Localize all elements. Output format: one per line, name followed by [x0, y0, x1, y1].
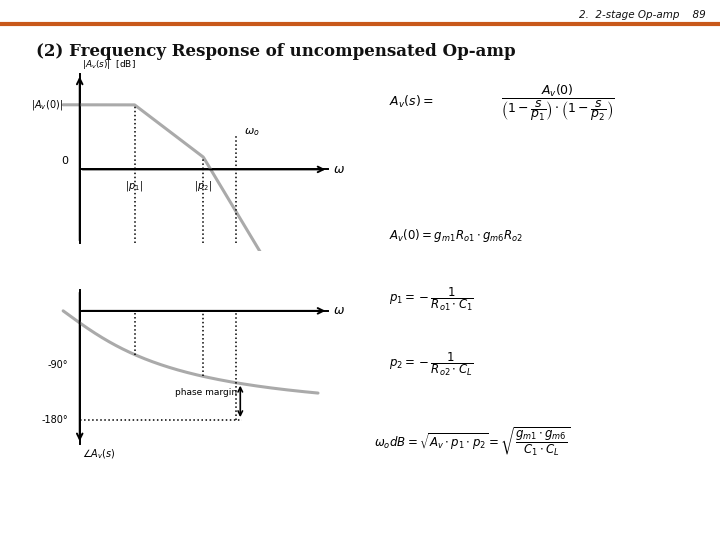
- Text: -90°: -90°: [48, 360, 68, 370]
- Text: $\dfrac{A_v(0)}{\left(1-\dfrac{s}{p_1}\right)\cdot\left(1-\dfrac{s}{p_2}\right)}: $\dfrac{A_v(0)}{\left(1-\dfrac{s}{p_1}\r…: [501, 82, 615, 123]
- Text: 0: 0: [61, 156, 68, 166]
- Text: phase margin: phase margin: [175, 388, 237, 397]
- Text: $\omega_o$: $\omega_o$: [244, 126, 260, 138]
- Text: $A_v(0) = g_{m1}R_{o1}\cdot g_{m6}R_{o2}$: $A_v(0) = g_{m1}R_{o1}\cdot g_{m6}R_{o2}…: [389, 227, 523, 244]
- Text: $\omega_o dB = \sqrt{A_v\cdot p_1\cdot p_2} = \sqrt{\dfrac{g_{m1}\cdot g_{m6}}{C: $\omega_o dB = \sqrt{A_v\cdot p_1\cdot p…: [374, 426, 571, 458]
- Text: $|A_v(0)|$: $|A_v(0)|$: [31, 98, 63, 112]
- Text: $\omega$: $\omega$: [333, 163, 345, 176]
- Text: $|A_v(s)|$  [dB]: $|A_v(s)|$ [dB]: [82, 58, 136, 71]
- Text: $\omega$: $\omega$: [333, 305, 345, 318]
- Text: $\angle A_v(s)$: $\angle A_v(s)$: [82, 447, 116, 461]
- Text: 2.  2-stage Op-amp    89: 2. 2-stage Op-amp 89: [579, 10, 706, 20]
- Text: $|p_2|$: $|p_2|$: [194, 179, 212, 193]
- Text: $p_2 = -\dfrac{1}{R_{o2}\cdot C_L}$: $p_2 = -\dfrac{1}{R_{o2}\cdot C_L}$: [389, 350, 473, 377]
- Text: $A_v(s)=$: $A_v(s)=$: [389, 94, 433, 110]
- Text: (2) Frequency Response of uncompensated Op-amp: (2) Frequency Response of uncompensated …: [36, 43, 516, 60]
- Text: -180°: -180°: [42, 415, 68, 425]
- Text: $|p_1|$: $|p_1|$: [125, 179, 143, 193]
- Text: $p_1 = -\dfrac{1}{R_{o1}\cdot C_1}$: $p_1 = -\dfrac{1}{R_{o1}\cdot C_1}$: [389, 286, 474, 313]
